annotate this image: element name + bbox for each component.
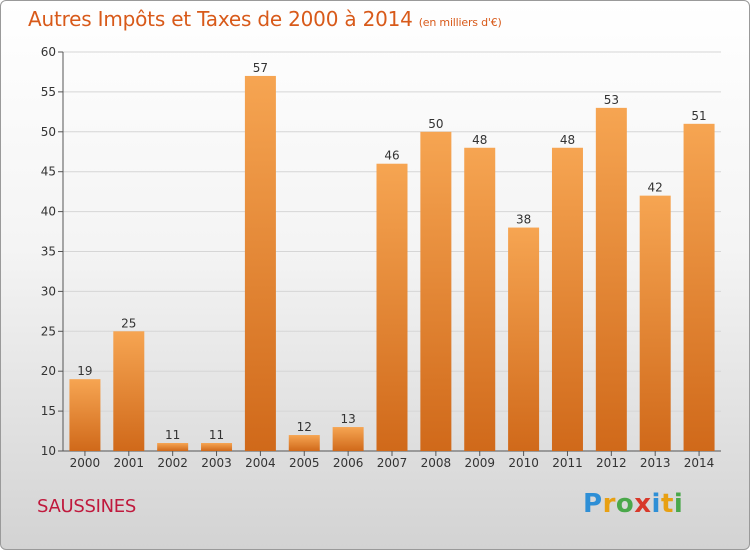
x-tick-label: 2000 bbox=[70, 456, 101, 470]
y-tick-label: 55 bbox=[41, 85, 56, 99]
y-tick-label: 40 bbox=[41, 205, 56, 219]
logo-letter: i bbox=[651, 489, 661, 519]
y-tick-label: 10 bbox=[41, 444, 56, 458]
data-label: 57 bbox=[253, 61, 268, 75]
logo-letter: P bbox=[583, 489, 603, 519]
bar-2013 bbox=[639, 195, 671, 451]
bar-2003 bbox=[201, 443, 233, 451]
data-label: 42 bbox=[648, 181, 663, 195]
bar-2011 bbox=[551, 147, 583, 451]
x-tick-label: 2003 bbox=[201, 456, 232, 470]
logo-letter: i bbox=[673, 489, 684, 519]
city-name: SAUSSINES bbox=[37, 496, 136, 517]
bar-2000 bbox=[69, 379, 101, 451]
bar-2004 bbox=[244, 75, 276, 451]
bar-2012 bbox=[595, 107, 627, 452]
x-tick-label: 2011 bbox=[552, 456, 583, 470]
data-label: 13 bbox=[340, 412, 355, 426]
logo-letter: r bbox=[602, 489, 616, 519]
x-tick-label: 2014 bbox=[684, 456, 715, 470]
y-tick-label: 50 bbox=[41, 125, 56, 139]
data-label: 11 bbox=[165, 428, 180, 442]
bar-2010 bbox=[508, 227, 540, 451]
y-tick-label: 25 bbox=[41, 324, 56, 338]
bar-2002 bbox=[157, 443, 189, 451]
x-tick-label: 2007 bbox=[377, 456, 408, 470]
x-tick-label: 2010 bbox=[508, 456, 539, 470]
data-label: 48 bbox=[472, 133, 487, 147]
y-tick-label: 45 bbox=[41, 165, 56, 179]
x-tick-label: 2001 bbox=[114, 456, 145, 470]
data-label: 11 bbox=[209, 428, 224, 442]
y-tick-label: 60 bbox=[41, 45, 56, 59]
chart-title: Autres Impôts et Taxes de 2000 à 2014 (en… bbox=[28, 7, 502, 31]
bar-2014 bbox=[683, 123, 715, 451]
x-tick-label: 2009 bbox=[464, 456, 495, 470]
data-label: 19 bbox=[77, 364, 92, 378]
x-tick-label: 2004 bbox=[245, 456, 276, 470]
proxiti-logo: Proxiti bbox=[583, 489, 683, 519]
bar-2005 bbox=[288, 435, 320, 451]
bar-2006 bbox=[332, 427, 364, 451]
y-tick-label: 20 bbox=[41, 364, 56, 378]
data-label: 25 bbox=[121, 316, 136, 330]
data-label: 53 bbox=[604, 93, 619, 107]
bar-2009 bbox=[464, 147, 496, 451]
y-tick-label: 35 bbox=[41, 245, 56, 259]
data-label: 48 bbox=[560, 133, 575, 147]
y-tick-label: 15 bbox=[41, 404, 56, 418]
chart-title-text: Autres Impôts et Taxes de 2000 à 2014 bbox=[28, 7, 413, 31]
bar-2001 bbox=[113, 331, 145, 451]
x-tick-label: 2012 bbox=[596, 456, 627, 470]
x-tick-label: 2002 bbox=[157, 456, 188, 470]
x-tick-label: 2008 bbox=[421, 456, 452, 470]
x-tick-label: 2006 bbox=[333, 456, 364, 470]
bar-2007 bbox=[376, 163, 408, 451]
chart-unit: (en milliers d'€) bbox=[418, 16, 502, 29]
x-tick-label: 2005 bbox=[289, 456, 320, 470]
data-label: 38 bbox=[516, 213, 531, 227]
data-label: 51 bbox=[691, 109, 706, 123]
data-label: 50 bbox=[428, 117, 443, 131]
data-label: 46 bbox=[384, 149, 399, 163]
logo-letter: x bbox=[634, 489, 652, 519]
y-tick-label: 30 bbox=[41, 284, 56, 298]
x-tick-label: 2013 bbox=[640, 456, 671, 470]
logo-letter: t bbox=[660, 489, 674, 519]
data-label: 12 bbox=[297, 420, 312, 434]
bar-2008 bbox=[420, 131, 452, 452]
logo-letter: o bbox=[615, 489, 635, 519]
